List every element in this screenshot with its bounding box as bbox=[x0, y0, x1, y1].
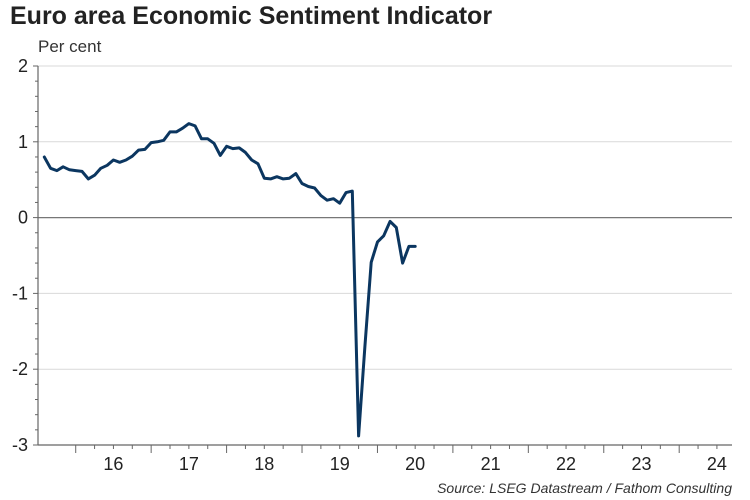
x-tick-label-8: 24 bbox=[707, 454, 727, 474]
x-tick-label-5: 21 bbox=[481, 454, 501, 474]
y-tick-label-0: 2 bbox=[18, 56, 28, 76]
chart-subtitle: Per cent bbox=[38, 37, 102, 56]
chart-source: Source: LSEG Datastream / Fathom Consult… bbox=[437, 480, 732, 496]
x-tick-label-1: 17 bbox=[179, 454, 199, 474]
y-tick-label-2: 0 bbox=[18, 208, 28, 228]
x-tick-label-3: 19 bbox=[330, 454, 350, 474]
x-tick-label-7: 23 bbox=[631, 454, 651, 474]
y-tick-label-1: 1 bbox=[18, 132, 28, 152]
y-tick-label-4: -2 bbox=[12, 359, 28, 379]
chart-title: Euro area Economic Sentiment Indicator bbox=[10, 2, 493, 30]
x-tick-label-0: 16 bbox=[103, 454, 123, 474]
x-tick-label-6: 22 bbox=[556, 454, 576, 474]
y-tick-label-5: -3 bbox=[12, 435, 28, 455]
y-tick-label-3: -1 bbox=[12, 283, 28, 303]
x-tick-label-4: 20 bbox=[405, 454, 425, 474]
x-tick-label-2: 18 bbox=[254, 454, 274, 474]
series-line-0 bbox=[42, 122, 417, 438]
